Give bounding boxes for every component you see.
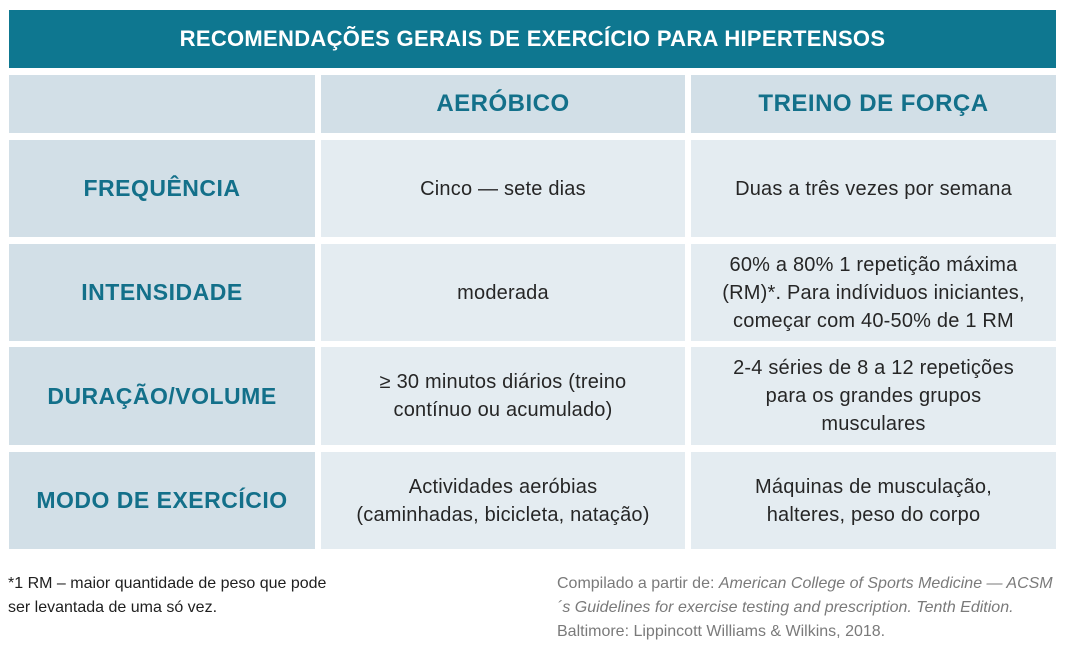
cell-frequencia-aerobico: Cinco — sete dias <box>321 140 685 237</box>
footnote: *1 RM – maior quantidade de peso que pod… <box>8 575 327 616</box>
cell-intensidade-forca: 60% a 80% 1 repetição máxima (RM)*. Para… <box>691 244 1056 341</box>
source-publisher: Baltimore: Lippincott Williams & Wilkins… <box>557 623 886 640</box>
cell-intensidade-aerobico: moderada <box>321 244 685 341</box>
source-title: American College of Sports Medicine — AC… <box>557 575 1053 616</box>
cell-modo-aerobico: Actividades aeróbias (caminhadas, bicicl… <box>321 452 685 549</box>
source-prefix: Compilado a partir de: <box>557 575 719 592</box>
column-header-treino-de-forca: TREINO DE FORÇA <box>691 75 1056 133</box>
source-citation: Compilado a partir de: American College … <box>557 572 1057 644</box>
cell-duracao-aerobico: ≥ 30 minutos diários (treino contínuo ou… <box>321 347 685 445</box>
column-header-aerobico: AERÓBICO <box>321 75 685 133</box>
cell-frequencia-forca: Duas a três vezes por semana <box>691 140 1056 237</box>
cell-duracao-forca: 2-4 séries de 8 a 12 repetições para os … <box>691 347 1056 445</box>
table-title: RECOMENDAÇÕES GERAIS DE EXERCÍCIO PARA H… <box>9 10 1056 68</box>
row-header-duracao-volume: DURAÇÃO/VOLUME <box>9 347 315 445</box>
header-corner-cell <box>9 75 315 133</box>
row-header-intensidade: INTENSIDADE <box>9 244 315 341</box>
row-header-modo-de-exercicio: MODO DE EXERCÍCIO <box>9 452 315 549</box>
row-header-frequencia: FREQUÊNCIA <box>9 140 315 237</box>
cell-modo-forca: Máquinas de musculação, halteres, peso d… <box>691 452 1056 549</box>
